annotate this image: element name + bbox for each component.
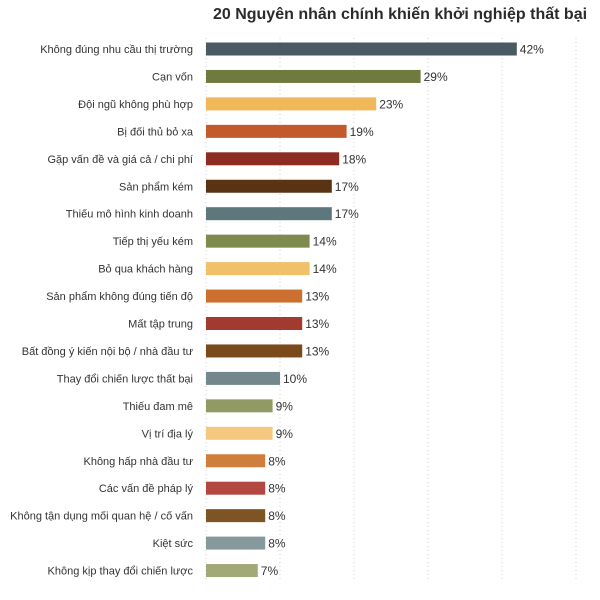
value-label: 10% [283,372,307,386]
value-label: 29% [424,70,448,84]
category-label: Kiệt sức [153,538,194,550]
category-label: Vị trí địa lý [142,428,194,440]
bar [206,344,303,358]
value-label: 8% [268,509,286,523]
bar [206,289,303,303]
value-label: 8% [268,537,286,551]
bar [206,124,347,138]
bar [206,454,266,468]
bar [206,564,258,578]
category-label: Đội ngũ không phù hợp [78,99,193,111]
bar [206,509,266,523]
bar [206,399,273,413]
value-label: 14% [313,235,337,249]
bar [206,262,310,276]
bar [206,481,266,495]
value-label: 13% [305,290,329,304]
category-label: Sản phẩm không đúng tiến độ [46,291,193,303]
category-label: Thiếu mô hình kinh doanh [66,209,193,221]
bar-layer: Không đúng nhu cầu thị trường 42% Cạn vốn 2… [10,42,544,578]
bar [206,234,310,248]
category-label: Không hấp nhà đầu tư [83,456,193,468]
category-label: Không đúng nhu cầu thị trường [40,44,193,56]
category-label: Gặp vấn đề và giá cả / chi phí [47,154,193,166]
value-label: 9% [276,427,294,441]
bar [206,317,303,330]
category-label: Cạn vốn [152,71,193,83]
value-label: 9% [276,399,294,413]
category-label: Sản phẩm kém [119,181,193,193]
value-label: 7% [261,564,279,578]
category-label: Các vấn đề pháp lý [99,483,194,495]
bar [206,179,332,193]
category-label: Không kịp thay đổi chiến lược [48,566,194,578]
bar [206,69,421,83]
category-label: Không tận dụng mối quan hệ / cố vấn [10,511,193,523]
value-label: 13% [305,344,329,358]
bar [206,371,280,385]
value-label: 8% [268,482,286,496]
value-label: 18% [342,152,366,166]
value-label: 19% [350,125,374,139]
value-label: 14% [313,262,337,276]
category-label: Tiếp thị yếu kém [113,236,193,248]
bar [206,536,266,550]
bar [206,207,332,221]
category-label: Bất đồng ý kiến nội bộ / nhà đầu tư [22,346,194,358]
bar [206,152,340,166]
category-label: Thay đổi chiến lược thất bại [57,373,193,385]
category-label: Mất tập trung [128,319,193,331]
bar [206,42,517,56]
category-label: Bỏ qua khách hàng [98,264,193,276]
value-label: 8% [268,454,286,468]
value-label: 17% [335,180,359,194]
grid-layer [205,38,577,580]
category-label: Thiếu đam mê [123,401,193,413]
category-label: Bị đối thủ bỏ xa [117,126,194,138]
chart-title: 20 Nguyên nhân chính khiến khởi nghiệp t… [212,6,588,23]
value-label: 42% [520,43,544,57]
bar [206,426,273,440]
bar [206,97,377,111]
value-label: 17% [335,207,359,221]
value-label: 23% [379,97,403,111]
value-label: 13% [305,317,329,331]
